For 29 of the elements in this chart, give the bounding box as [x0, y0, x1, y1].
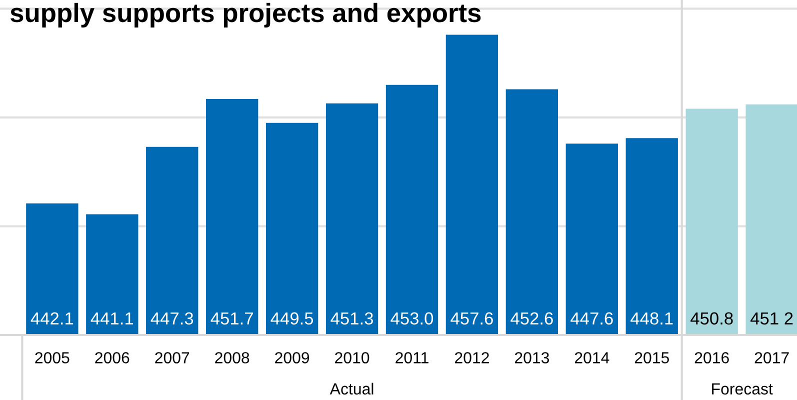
x-tick-label: 2010: [335, 352, 370, 364]
data-label: 457.6: [450, 312, 493, 325]
x-tick-label: 2009: [275, 352, 310, 364]
x-tick-label: 2013: [514, 352, 549, 364]
data-label: 447.6: [570, 312, 613, 325]
x-tick-label: 2006: [95, 352, 130, 364]
data-label: 453.0: [390, 312, 434, 325]
data-label: 452.6: [510, 312, 553, 325]
x-tick-label: 2007: [155, 352, 190, 364]
x-tick-label: 2008: [215, 352, 250, 364]
data-label: 451.3: [330, 312, 373, 325]
x-tick-label: 2015: [634, 352, 669, 364]
data-label: 451.7: [210, 312, 253, 325]
text: Forecast: [712, 383, 773, 395]
data-label: 441.1: [90, 312, 134, 324]
x-tick-label: 2005: [35, 352, 70, 364]
x-tick-label: 2016: [694, 352, 729, 364]
x-tick-label: 2012: [455, 352, 489, 364]
data-label: 449.5: [270, 312, 314, 325]
x-tick-label: 2017: [754, 352, 789, 364]
chart-title: supply supports projects and exports: [10, 2, 481, 28]
data-label: 447.3: [150, 312, 194, 325]
data-label: 442.1: [30, 312, 74, 324]
data-label: 448.1: [630, 312, 673, 325]
x-tick-label: 2011: [396, 352, 428, 364]
data-label: 450.8: [690, 312, 733, 325]
x-tick-label: 2014: [574, 352, 610, 364]
text: Actual: [330, 382, 374, 395]
data-label: 451 2: [750, 312, 793, 325]
